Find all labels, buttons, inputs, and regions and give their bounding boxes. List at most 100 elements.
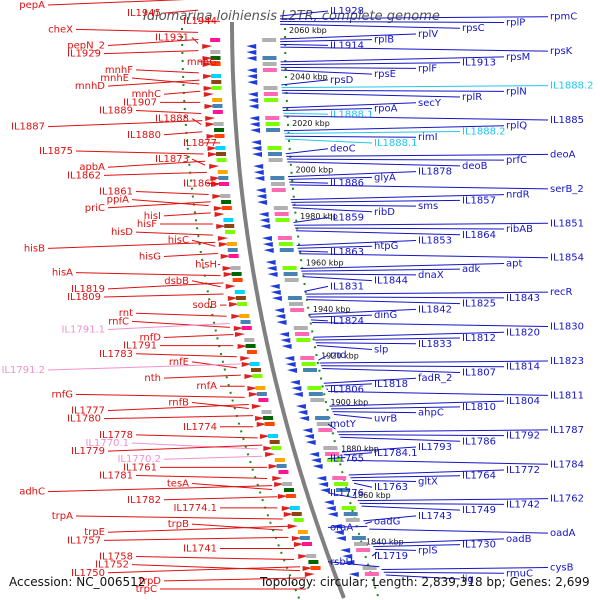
left-leader-line — [75, 393, 245, 398]
left-leader-line — [103, 536, 289, 541]
forward-gene-arrow — [281, 506, 292, 511]
right-gene-label: rpsD — [330, 75, 354, 86]
left-leader-line — [107, 444, 263, 452]
reverse-gene-arrow — [295, 404, 306, 409]
kbp-tick-label: 1920 kbp — [321, 352, 359, 361]
right-gene-label: oadA — [550, 528, 576, 539]
reverse-gene-arrow — [302, 428, 313, 433]
right-gene-label: IL1824 — [330, 316, 364, 327]
left-leader-line — [107, 201, 211, 209]
right-gene-label: ribAB — [506, 224, 533, 235]
forward-gene-arrow — [231, 314, 242, 319]
reverse-gene-arrow — [269, 284, 280, 289]
right-gene-label: ribD — [374, 207, 395, 218]
right-gene-label: rplP — [506, 17, 525, 28]
forward-gene-arrow — [227, 296, 238, 301]
right-gene-label: rpoA — [374, 104, 398, 115]
left-gene-label: IL1887 — [11, 122, 45, 133]
left-gene-bar — [251, 368, 262, 372]
right-gene-bar — [315, 416, 330, 420]
right-gene-label: IL1853 — [418, 235, 452, 246]
left-gene-label: IL1750 — [71, 568, 105, 579]
left-gene-bar — [216, 158, 227, 162]
right-leader-line — [309, 314, 373, 318]
right-leader-line — [322, 367, 461, 373]
left-leader-line — [75, 515, 283, 520]
left-leader-line — [107, 282, 224, 290]
right-leader-line — [371, 551, 378, 557]
left-leader-line — [75, 272, 221, 277]
right-gene-label: rimI — [418, 132, 438, 143]
right-gene-bar — [266, 128, 281, 132]
left-gene-label: rnfE — [169, 357, 189, 368]
left-gene-label: IL1780 — [67, 414, 101, 425]
left-leader-line — [191, 523, 283, 531]
left-gene-bar — [285, 494, 296, 498]
left-leader-line — [103, 50, 199, 55]
right-leader-line — [304, 285, 329, 292]
reverse-gene-arrow — [297, 410, 308, 415]
reverse-gene-arrow — [310, 458, 321, 463]
kbp-tick-label: 2020 kbp — [292, 119, 330, 128]
right-leader-line — [286, 153, 549, 157]
right-leader-line — [325, 383, 373, 387]
left-gene-bar — [267, 434, 278, 438]
right-gene-label: gltX — [418, 476, 438, 487]
right-gene-bar — [279, 248, 294, 252]
left-gene-bar — [210, 50, 221, 54]
right-gene-label: IL1812 — [462, 333, 496, 344]
right-leader-line — [289, 181, 329, 184]
right-leader-line — [280, 23, 461, 29]
reverse-gene-arrow — [253, 170, 264, 175]
left-leader-line — [163, 9, 199, 14]
right-leader-line — [385, 574, 461, 580]
left-gene-label: hisF — [137, 219, 157, 230]
right-gene-label: rplF — [418, 63, 437, 74]
left-gene-label: IL1809 — [67, 292, 101, 303]
left-gene-bar — [211, 86, 222, 90]
right-gene-label: deoA — [550, 149, 576, 160]
right-gene-label: oadG — [374, 517, 400, 528]
left-gene-bar — [299, 536, 310, 540]
right-leader-line — [279, 16, 549, 20]
right-gene-label: IL1784 — [550, 459, 584, 470]
accession-text: Accession: NC_006512 — [9, 575, 146, 589]
reverse-gene-arrow — [348, 572, 359, 577]
forward-gene-arrow — [206, 134, 217, 139]
right-gene-label: rmuC — [506, 568, 533, 579]
forward-gene-arrow — [216, 224, 227, 229]
left-leader-line — [131, 77, 200, 85]
left-leader-line — [163, 212, 211, 217]
forward-gene-arrow — [274, 482, 285, 487]
left-gene-bar — [244, 338, 255, 342]
right-leader-line — [296, 239, 417, 246]
right-gene-label: IL1730 — [462, 540, 496, 551]
right-gene-label: IL1820 — [506, 327, 540, 338]
reverse-gene-arrow — [260, 224, 271, 229]
left-gene-label: IL1770.1 — [85, 438, 129, 449]
left-gene-bar — [245, 344, 256, 348]
right-gene-bar — [268, 152, 283, 156]
right-leader-line — [287, 171, 417, 178]
right-gene-label: glyA — [374, 172, 396, 183]
right-gene-label: IL1888.2 — [550, 81, 594, 92]
right-gene-label: IL1719 — [374, 551, 408, 562]
right-gene-label: IL1928 — [330, 6, 364, 17]
left-gene-label: rnfC — [108, 316, 129, 327]
right-gene-bar — [273, 206, 288, 210]
reverse-gene-arrow — [312, 464, 323, 469]
right-leader-line — [317, 345, 373, 351]
left-gene-bar — [224, 224, 235, 228]
left-leader-line — [47, 241, 216, 249]
right-leader-line — [314, 337, 461, 341]
left-gene-label: IL1865 — [183, 178, 217, 189]
right-leader-line — [320, 365, 505, 368]
right-leader-line — [295, 230, 461, 236]
left-gene-label: IL1774 — [183, 422, 217, 433]
right-leader-line — [300, 262, 505, 269]
left-gene-label: pepA — [19, 0, 45, 11]
right-gene-bar — [310, 398, 325, 402]
right-gene-label: IL1810 — [462, 402, 496, 413]
left-gene-bar — [291, 512, 302, 516]
reverse-gene-arrow — [250, 128, 261, 133]
